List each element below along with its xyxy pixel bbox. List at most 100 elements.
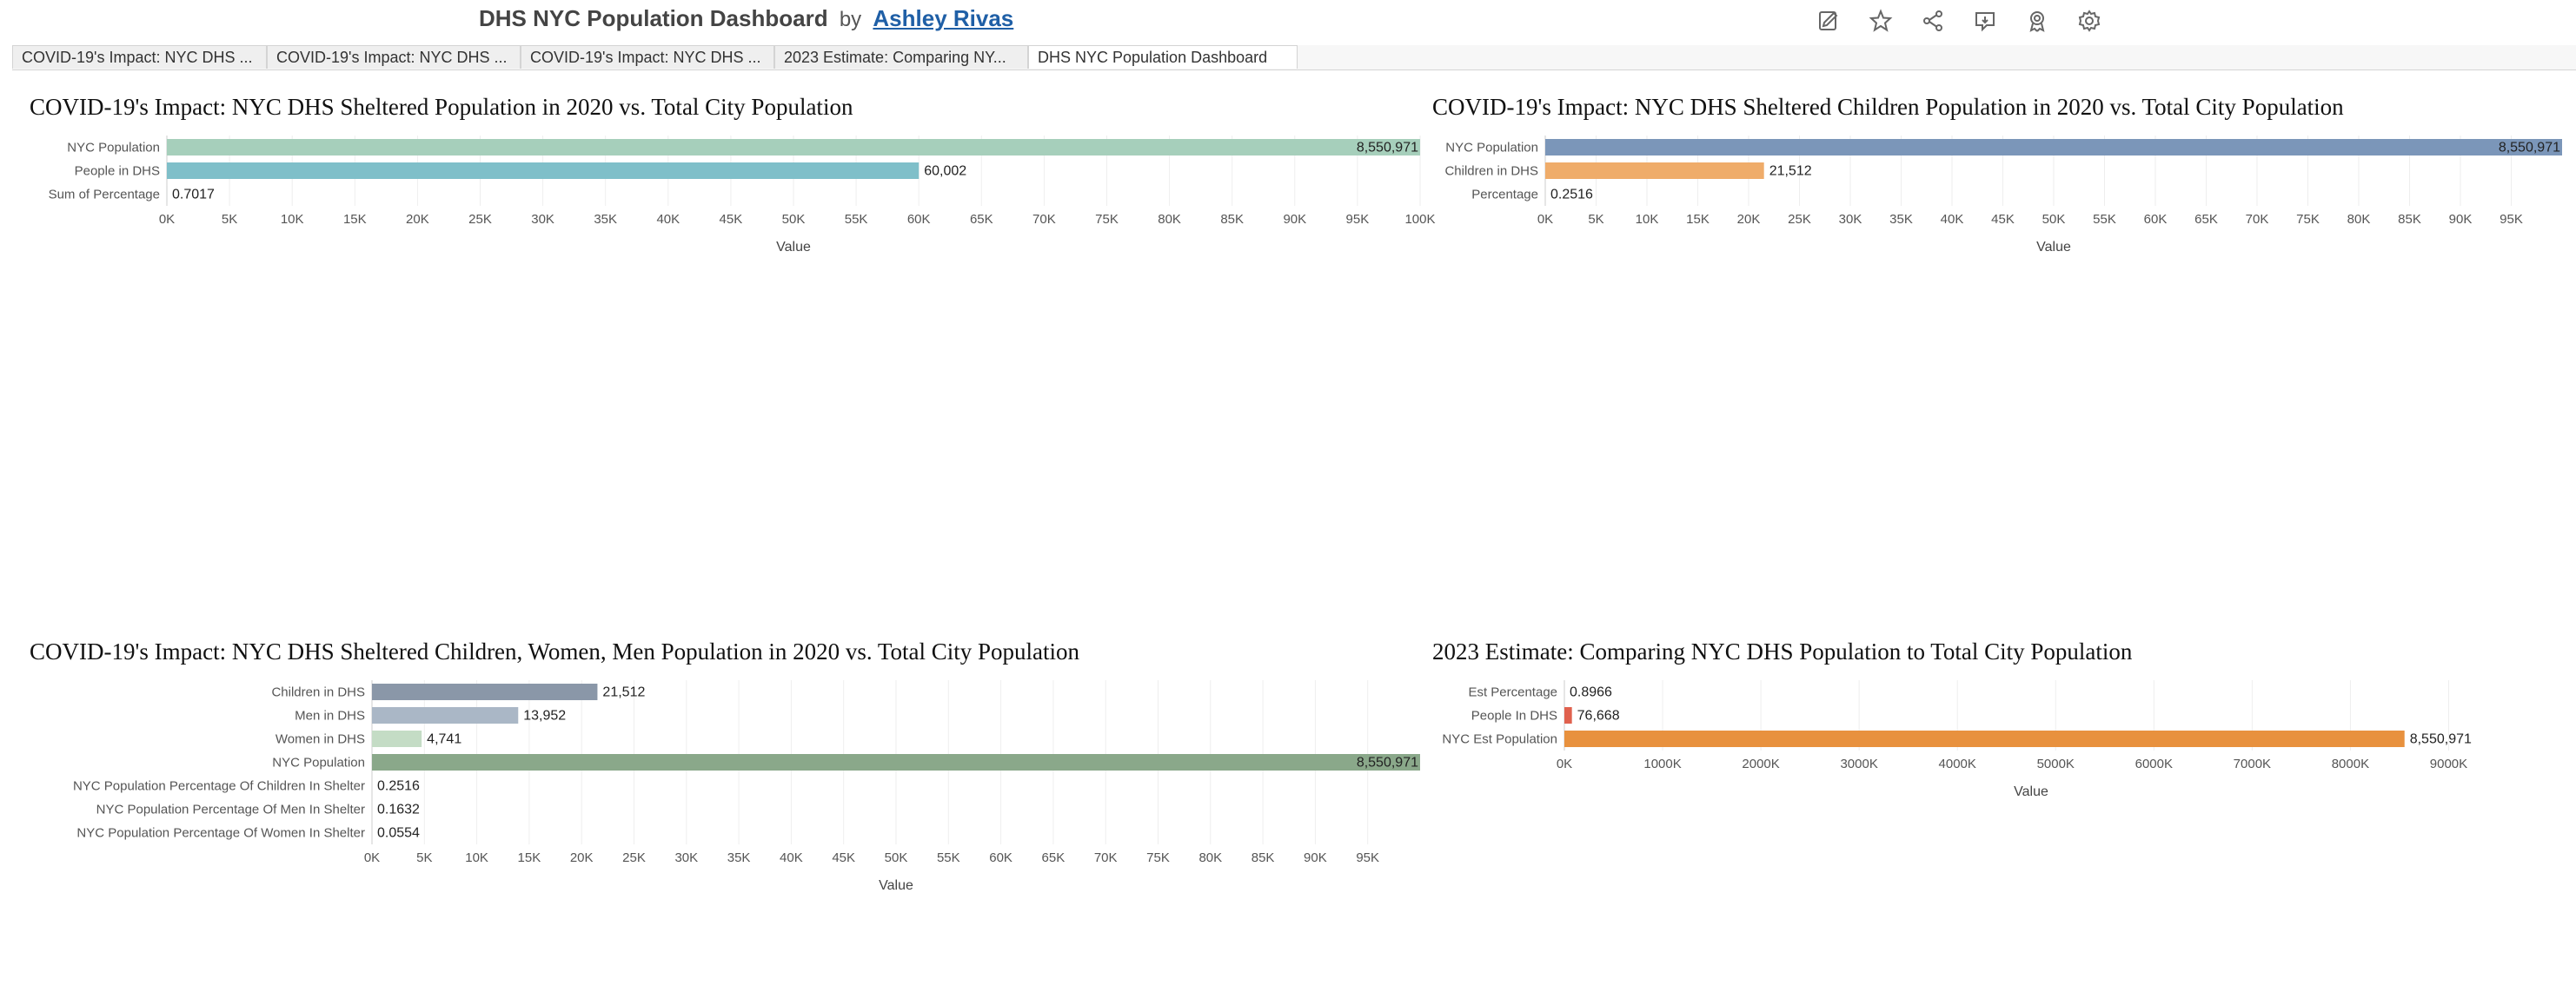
x-tick-label: 5K [1588, 212, 1603, 227]
x-tick-label: 0K [1537, 212, 1553, 227]
bar[interactable] [1564, 731, 2405, 747]
tab-2023-estimate[interactable]: 2023 Estimate: Comparing NY... [774, 45, 1028, 69]
tab-dhs-nyc-population-dashboard[interactable]: DHS NYC Population Dashboard [1028, 45, 1298, 69]
x-tick-label: 35K [594, 212, 617, 227]
category-label: NYC Population Percentage Of Women In Sh… [76, 826, 365, 841]
x-tick-label: 40K [1941, 212, 1964, 227]
chart-title: COVID-19's Impact: NYC DHS Sheltered Chi… [30, 638, 1079, 665]
tab-covid-sheltered-children-women-men[interactable]: COVID-19's Impact: NYC DHS ... [521, 45, 774, 69]
x-tick-label: 75K [1146, 850, 1170, 865]
x-tick-label: 25K [622, 850, 646, 865]
bar[interactable] [1564, 707, 1572, 724]
bar[interactable] [372, 707, 519, 724]
x-tick-label: 6000K [2135, 757, 2173, 771]
bar[interactable] [167, 162, 920, 179]
x-tick-label: 95K [2500, 212, 2523, 227]
bar[interactable] [372, 684, 598, 700]
data-label: 76,668 [1577, 709, 1620, 724]
x-tick-label: 5K [222, 212, 237, 227]
x-tick-label: 5000K [2037, 757, 2075, 771]
badge-icon[interactable] [2021, 5, 2054, 36]
category-label: NYC Population Percentage Of Children In… [73, 779, 365, 794]
x-tick-label: 95K [1356, 850, 1379, 865]
bar[interactable] [1545, 162, 1764, 179]
data-label: 60,002 [924, 164, 966, 179]
data-label: 8,550,971 [2499, 141, 2560, 155]
x-tick-label: 15K [343, 212, 367, 227]
x-axis-title: Value [776, 240, 811, 255]
data-label: 8,550,971 [2410, 732, 2472, 747]
x-tick-label: 100K [1404, 212, 1435, 227]
x-tick-label: 25K [1788, 212, 1811, 227]
chart-panel-2023-estimate: 2023 Estimate: Comparing NYC DHS Populat… [1432, 638, 2576, 812]
x-axis-title: Value [879, 878, 913, 893]
x-tick-label: 9000K [2430, 757, 2467, 771]
x-tick-label: 0K [364, 850, 380, 865]
data-label: 4,741 [427, 732, 461, 747]
category-label: Women in DHS [276, 732, 365, 747]
x-tick-label: 60K [989, 850, 1012, 865]
category-label: Est Percentage [1468, 685, 1557, 700]
x-tick-label: 75K [2296, 212, 2320, 227]
x-tick-label: 70K [2246, 212, 2269, 227]
bar[interactable] [167, 139, 1420, 155]
share-icon[interactable] [1916, 5, 1949, 36]
tab-covid-sheltered-population[interactable]: COVID-19's Impact: NYC DHS ... [12, 45, 267, 69]
bar-chart-sheltered-children: 0K 5K 10K 15K 20K 25K 30K 35K 40K 45K 50K 55K 60K 65K… [1444, 136, 2562, 255]
bar[interactable] [372, 731, 422, 747]
x-tick-label: 90K [2449, 212, 2473, 227]
category-label: Children in DHS [1444, 164, 1538, 179]
x-tick-label: 0K [159, 212, 175, 227]
chart-title: COVID-19's Impact: NYC DHS Sheltered Pop… [30, 94, 853, 120]
bar[interactable] [1545, 139, 2562, 155]
dashboard-header: DHS NYC Population Dashboard by Ashley R… [0, 0, 2576, 43]
x-tick-label: 7000K [2234, 757, 2271, 771]
x-tick-label: 45K [832, 850, 855, 865]
tab-covid-sheltered-children[interactable]: COVID-19's Impact: NYC DHS ... [267, 45, 521, 69]
chart-title: 2023 Estimate: Comparing NYC DHS Populat… [1432, 638, 2133, 665]
data-label: 8,550,971 [1357, 141, 1418, 155]
x-tick-label: 8000K [2332, 757, 2369, 771]
x-tick-label: 20K [570, 850, 594, 865]
bar-chart-2023-estimate: 0K 1000K 2000K 3000K 4000K 5000K 6000K 7000K 800… [1442, 680, 2472, 799]
x-tick-label: 55K [2093, 212, 2116, 227]
x-tick-label: 50K [782, 212, 806, 227]
gear-icon[interactable] [2073, 5, 2106, 36]
bar[interactable] [372, 754, 1420, 771]
category-label: NYC Population [1445, 141, 1538, 155]
by-text: by [839, 8, 862, 31]
x-tick-label: 35K [727, 850, 751, 865]
star-icon[interactable] [1864, 5, 1897, 36]
x-tick-label: 30K [1839, 212, 1862, 227]
x-tick-label: 85K [1220, 212, 1244, 227]
x-tick-label: 30K [531, 212, 554, 227]
data-label: 0.8966 [1570, 685, 1612, 700]
x-tick-label: 3000K [1840, 757, 1877, 771]
x-tick-label: 75K [1095, 212, 1119, 227]
comment-icon[interactable] [1969, 5, 2002, 36]
author-link[interactable]: Ashley Rivas [873, 5, 1014, 31]
x-tick-label: 80K [2347, 212, 2371, 227]
chart-title: COVID-19's Impact: NYC DHS Sheltered Chi… [1432, 94, 2344, 120]
category-label: Men in DHS [295, 709, 365, 724]
data-label: 0.2516 [377, 779, 420, 794]
bar-chart-sheltered-population: 0K 5K 10K 15K 20K 25K 30K 35K 40K 45K 50K 55K 60K 65K… [49, 136, 1436, 255]
category-label: NYC Population [67, 141, 160, 155]
x-tick-label: 0K [1557, 757, 1572, 771]
chart-panel-children-women-men: COVID-19's Impact: NYC DHS Sheltered Chi… [30, 638, 1429, 916]
x-tick-label: 50K [885, 850, 908, 865]
x-tick-label: 65K [2194, 212, 2218, 227]
chart-panel-sheltered-children: COVID-19's Impact: NYC DHS Sheltered Chi… [1432, 94, 2576, 268]
x-tick-label: 25K [468, 212, 492, 227]
x-tick-label: 70K [1032, 212, 1056, 227]
x-tick-label: 55K [845, 212, 868, 227]
x-tick-label: 90K [1304, 850, 1327, 865]
x-tick-label: 90K [1283, 212, 1306, 227]
x-tick-label: 85K [1251, 850, 1275, 865]
x-tick-label: 85K [2398, 212, 2421, 227]
x-tick-label: 40K [780, 850, 803, 865]
data-label: 21,512 [602, 685, 645, 700]
x-tick-label: 65K [970, 212, 993, 227]
data-label: 0.7017 [172, 188, 215, 202]
edit-icon[interactable] [1812, 5, 1845, 36]
